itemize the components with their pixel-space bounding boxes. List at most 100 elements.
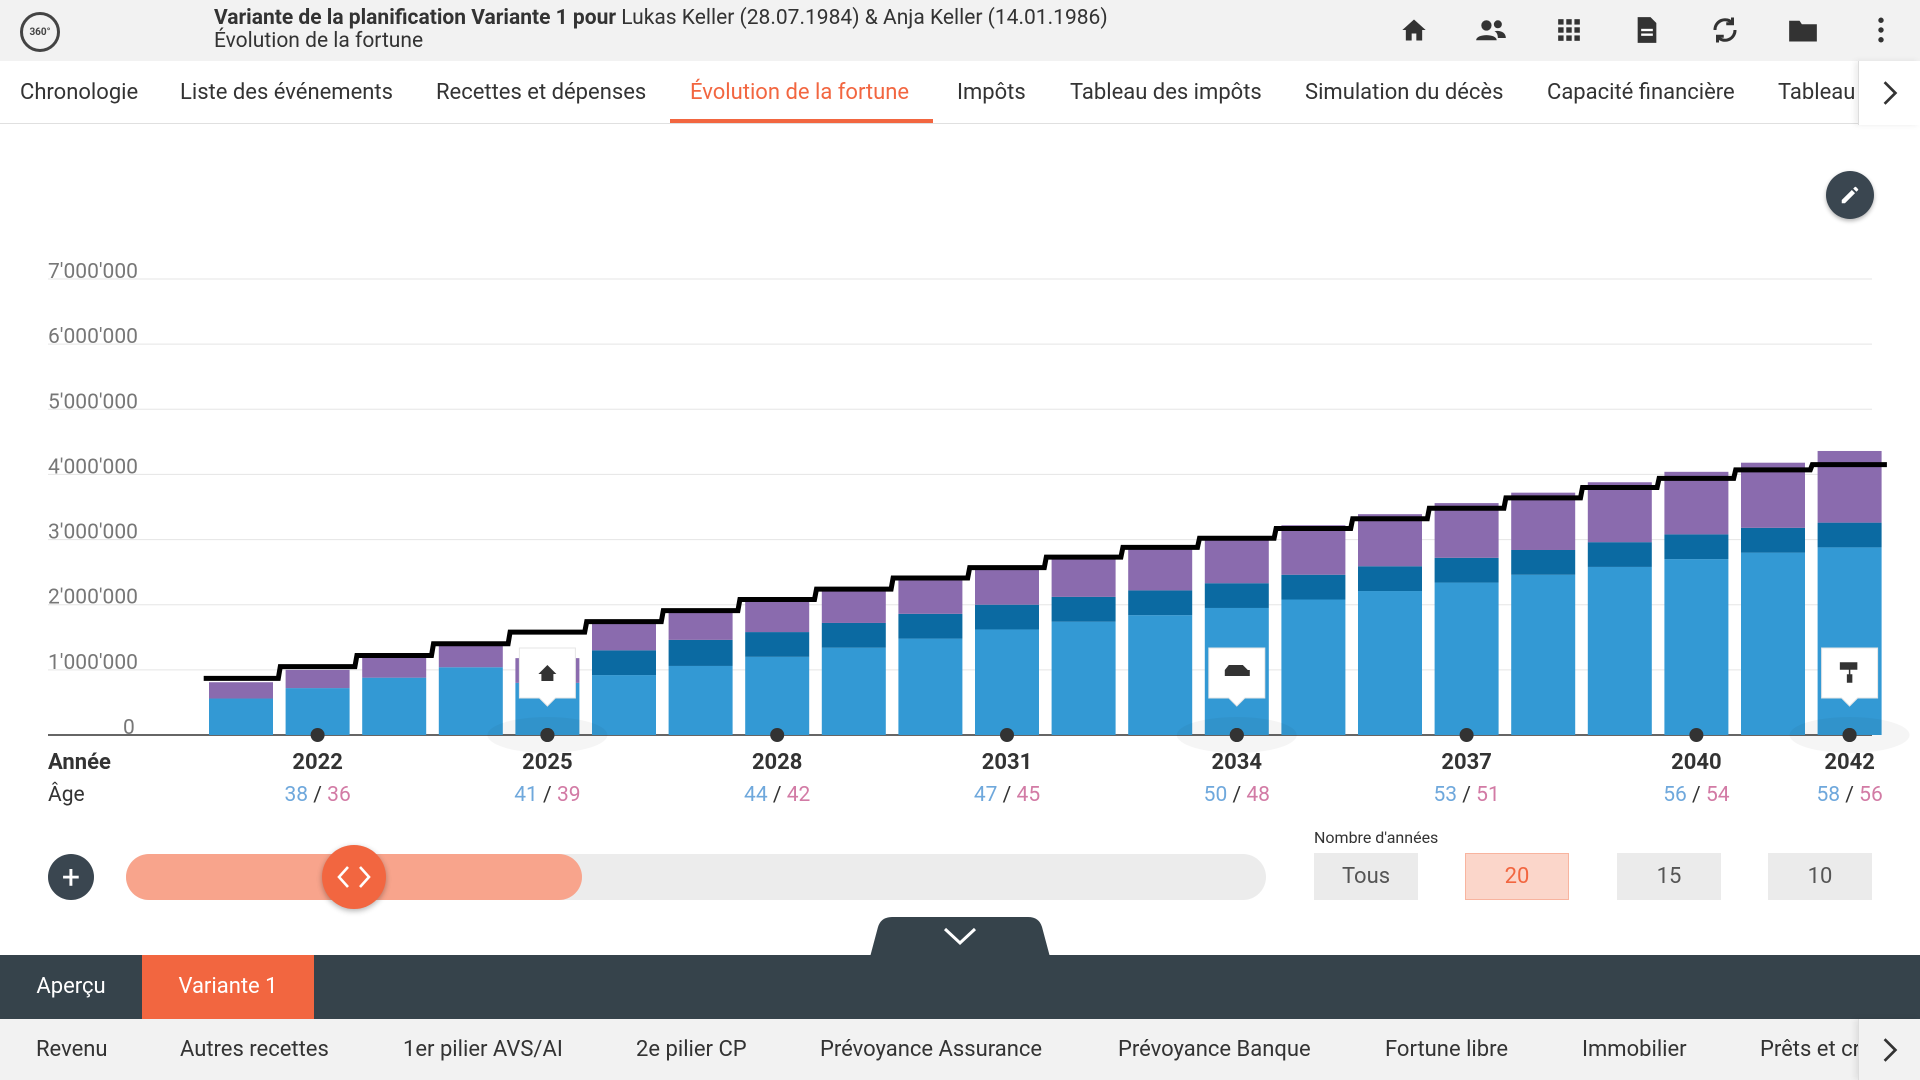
- bar-segment-2033-s2: [1128, 590, 1193, 616]
- y-tick-label: 4'000'000: [48, 455, 138, 479]
- year-label-2025: 2025: [522, 750, 573, 775]
- variant-tab-apercu[interactable]: Aperçu: [36, 974, 106, 999]
- edit-chart-button[interactable]: [1826, 171, 1874, 219]
- total-wealth-line: [203, 462, 1887, 681]
- timeline-slider-handle[interactable]: [322, 845, 386, 909]
- bar-segment-2036-s2: [1358, 566, 1422, 592]
- age-label-2042: 58 / 56: [1816, 783, 1882, 807]
- bar-segment-2028-s1: [745, 656, 810, 735]
- logo-text: 360°: [29, 26, 51, 38]
- home-icon[interactable]: [1397, 13, 1431, 47]
- year-label-2037: 2037: [1441, 750, 1492, 775]
- categories-scroll-right-button[interactable]: [1858, 1019, 1920, 1080]
- bar-segment-2038-s2: [1511, 549, 1576, 575]
- bar-segment-2040-s1: [1664, 559, 1729, 735]
- bar-segment-2030-s2: [898, 613, 963, 639]
- bar-segment-2035-s3: [1281, 525, 1346, 575]
- bar-segment-2031-s3: [975, 565, 1039, 605]
- tab-recettes-depenses[interactable]: Recettes et dépenses: [436, 80, 647, 105]
- car-icon: [1224, 665, 1250, 676]
- plus-icon: +: [61, 858, 81, 896]
- bar-segment-2028-s2: [745, 632, 810, 657]
- y-tick-label: 3'000'000: [48, 521, 138, 545]
- tab-evolution-fortune[interactable]: Évolution de la fortune: [690, 80, 910, 105]
- category-prevoyance-banque[interactable]: Prévoyance Banque: [1118, 1037, 1311, 1062]
- year-label-2040: 2040: [1671, 750, 1722, 775]
- year-label-2028: 2028: [752, 750, 803, 775]
- y-tick-label: 0: [123, 716, 135, 740]
- bar-segment-2031-s1: [975, 629, 1039, 735]
- tab-liste-evenements[interactable]: Liste des événements: [180, 80, 393, 105]
- category-prets[interactable]: Prêts et cr: [1760, 1037, 1861, 1062]
- bar-segment-2039-s2: [1587, 542, 1652, 567]
- years-option-20[interactable]: 20: [1465, 853, 1569, 900]
- year-marker-dot: [1842, 728, 1857, 742]
- category-autres-recettes[interactable]: Autres recettes: [180, 1037, 329, 1062]
- bar-segment-2038-s3: [1511, 492, 1576, 550]
- years-option-tous[interactable]: Tous: [1314, 853, 1418, 900]
- bar-segment-2030-s1: [898, 638, 963, 735]
- category-2e-pilier[interactable]: 2e pilier CP: [636, 1037, 747, 1062]
- add-event-button[interactable]: +: [48, 854, 94, 900]
- chevron-right-icon: [1883, 81, 1897, 105]
- age-label-2025: 41 / 39: [514, 783, 580, 807]
- bar-segment-2041-s2: [1741, 527, 1805, 553]
- year-marker-dot: [770, 728, 785, 742]
- users-icon[interactable]: [1474, 13, 1508, 47]
- category-immobilier[interactable]: Immobilier: [1582, 1037, 1687, 1062]
- tab-chronologie[interactable]: Chronologie: [20, 80, 139, 105]
- tab-tableau-impots[interactable]: Tableau des impôts: [1070, 80, 1262, 105]
- age-label-2034: 50 / 48: [1204, 783, 1270, 807]
- bar-segment-2040-s3: [1664, 471, 1729, 535]
- year-marker-dot: [1459, 728, 1474, 742]
- page-title: Variante de la planification Variante 1 …: [214, 6, 1108, 30]
- category-prevoyance-assurance[interactable]: Prévoyance Assurance: [820, 1037, 1043, 1062]
- category-1er-pilier[interactable]: 1er pilier AVS/AI: [403, 1037, 563, 1062]
- year-marker-dot: [1229, 728, 1244, 742]
- bar-segment-2032-s3: [1051, 555, 1116, 597]
- chevron-right-icon: [1883, 1037, 1897, 1062]
- bar-segment-2027-s2: [668, 639, 733, 666]
- bar-segment-2037-s3: [1434, 503, 1499, 558]
- bar-segment-2028-s3: [745, 600, 810, 633]
- more-vertical-icon[interactable]: [1864, 13, 1898, 47]
- bar-segment-2023-s1: [362, 677, 427, 735]
- grid-icon[interactable]: [1552, 13, 1586, 47]
- bar-segment-2040-s2: [1664, 534, 1729, 560]
- bar-segment-2021-s3: [209, 682, 273, 699]
- years-option-10[interactable]: 10: [1768, 853, 1872, 900]
- age-label-2028: 44 / 42: [744, 783, 811, 807]
- tab-capacite-financiere[interactable]: Capacité financière: [1547, 80, 1735, 105]
- bar-segment-2027-s1: [668, 665, 733, 735]
- years-option-15[interactable]: 15: [1617, 853, 1721, 900]
- category-fortune-libre[interactable]: Fortune libre: [1385, 1037, 1509, 1062]
- page-subtitle: Évolution de la fortune: [214, 29, 424, 53]
- y-tick-label: 1'000'000: [48, 651, 138, 675]
- tab-simulation-deces[interactable]: Simulation du décès: [1305, 80, 1504, 105]
- year-marker-dot: [1000, 728, 1014, 742]
- bar-segment-2026-s2: [592, 650, 656, 676]
- wealth-chart: 0 1'000'000 2'000'000 3'000'000 4'000'000 5'0…: [48, 260, 1910, 807]
- bar-segment-2024-s3: [438, 645, 503, 668]
- y-tick-label: 6'000'000: [48, 325, 138, 349]
- document-icon[interactable]: [1630, 13, 1664, 47]
- tab-tableau[interactable]: Tableau: [1778, 80, 1856, 105]
- tabs-scroll-right-button[interactable]: [1858, 61, 1920, 125]
- variant-tab-variante-1[interactable]: Variante 1: [142, 955, 314, 1019]
- bar-segment-2036-s3: [1358, 514, 1422, 567]
- bar-segment-2034-s3: [1204, 536, 1269, 584]
- refresh-icon[interactable]: [1708, 13, 1742, 47]
- folder-icon[interactable]: [1786, 13, 1820, 47]
- collapse-panel-button[interactable]: [870, 917, 1050, 957]
- year-label-2022: 2022: [292, 750, 343, 775]
- active-tab-indicator: [670, 119, 933, 123]
- year-marker-dot: [1689, 728, 1704, 742]
- bar-segment-2027-s3: [668, 610, 733, 640]
- age-label-2031: 47 / 45: [974, 783, 1040, 807]
- tab-impots[interactable]: Impôts: [957, 80, 1026, 105]
- bar-segment-2042-s1: [1817, 547, 1882, 735]
- paint-roller-icon: [1839, 662, 1858, 683]
- category-revenu[interactable]: Revenu: [36, 1037, 108, 1062]
- app-logo[interactable]: 360°: [20, 12, 60, 52]
- bar-segment-2032-s1: [1051, 621, 1116, 735]
